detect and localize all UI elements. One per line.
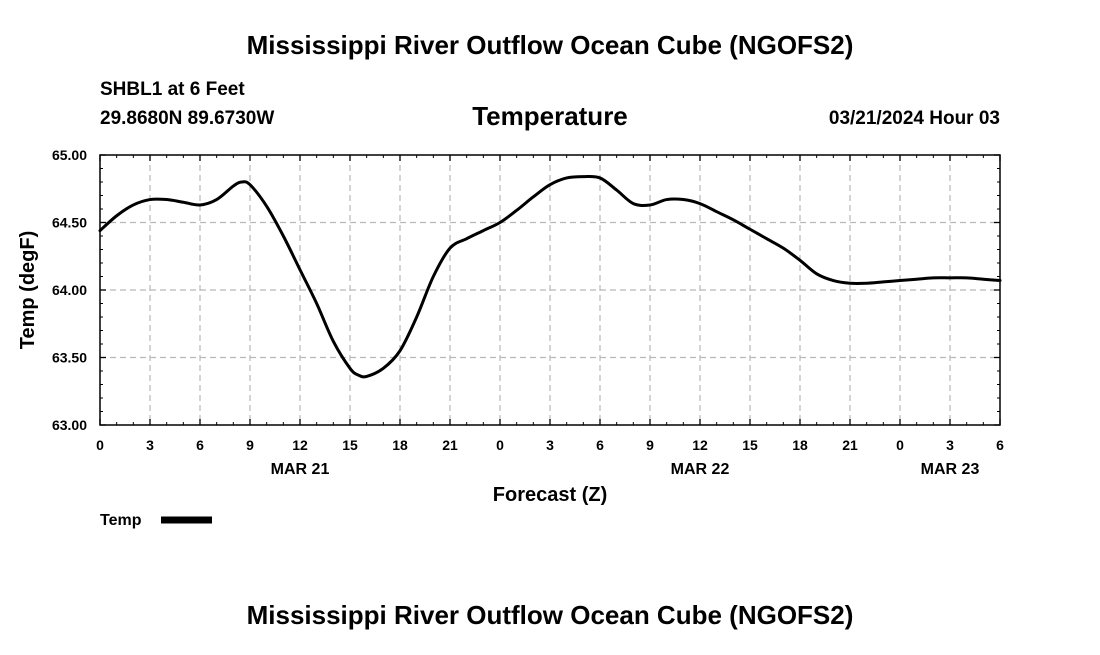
y-tick-label: 63.50 [52,350,87,366]
temp-series-line [98,174,1002,379]
x-tick-label: 3 [546,437,554,453]
x-tick-label: 0 [496,437,504,453]
page-title: Mississippi River Outflow Ocean Cube (NG… [247,30,854,60]
tick-labels: 0 3 6 9 12 15 18 21 0 3 6 9 12 15 18 21 0 3 6 63.00 63.50 64.… [52,147,1004,478]
forecast-datetime: 03/21/2024 Hour 03 [829,108,1000,129]
x-tick-label: 6 [196,437,204,453]
x-axis-label: Forecast (Z) [493,484,607,506]
day-label: MAR 23 [921,461,980,478]
x-tick-label: 9 [646,437,654,453]
x-tick-label: 15 [342,437,358,453]
plot-frame [99,154,1001,426]
y-axis-label: Temp (degF) [17,231,39,350]
x-tick-label: 21 [842,437,858,453]
station-coords: 29.8680N 89.6730W [100,108,274,129]
y-tick-label: 63.00 [52,417,87,433]
x-tick-label: 21 [442,437,458,453]
x-tick-label: 18 [792,437,808,453]
station-label: SHBL1 at 6 Feet [100,79,245,100]
x-tick-label: 0 [896,437,904,453]
chart-title: Temperature [472,101,628,131]
x-tick-label: 3 [146,437,154,453]
x-tick-label: 12 [692,437,708,453]
footer-title: Mississippi River Outflow Ocean Cube (NG… [247,600,854,630]
x-tick-label: 6 [596,437,604,453]
day-label: MAR 22 [671,461,730,478]
x-tick-label: 6 [996,437,1004,453]
x-tick-label: 15 [742,437,758,453]
y-tick-label: 65.00 [52,147,87,163]
grid [100,155,1000,425]
legend-label: Temp [100,512,142,529]
x-tick-label: 12 [292,437,308,453]
y-tick-label: 64.50 [52,215,87,231]
x-tick-label: 3 [946,437,954,453]
x-tick-label: 9 [246,437,254,453]
y-tick-label: 64.00 [52,282,87,298]
x-tick-label: 18 [392,437,408,453]
legend: Temp [100,512,212,529]
day-label: MAR 21 [271,461,330,478]
x-tick-label: 0 [96,437,104,453]
